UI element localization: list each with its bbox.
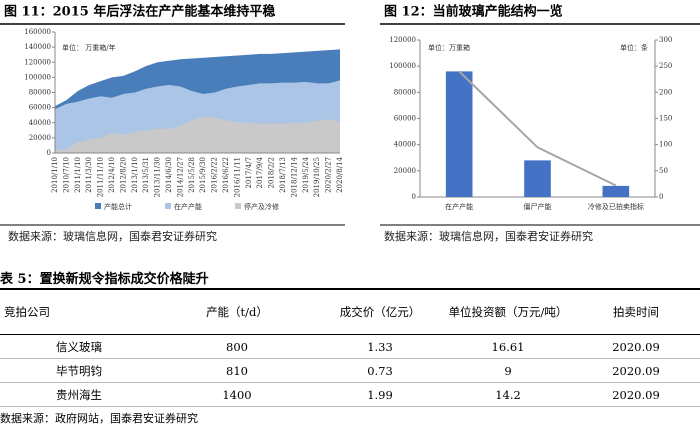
unit-label: 单位：条: [620, 43, 648, 52]
y-tick-label: 20000: [29, 134, 51, 142]
y-tick-label: 250: [659, 62, 672, 70]
x-tick-label: 2019/5/24: [302, 156, 310, 192]
x-tick-label: 2017/4/7: [245, 157, 253, 188]
x-tick-label: 2013/5/31: [142, 157, 150, 193]
table: 竞拍公司 产能（t/d） 成交价（亿元） 单位投资额（万元/吨） 拍卖时间 信义玻璃 800…: [0, 288, 700, 407]
table-row: 贵州海生 1400 1.99 14.2 2020.09: [0, 382, 700, 407]
bar: [524, 160, 551, 197]
table-cell: 贵州海生: [0, 382, 158, 407]
x-tick-label: 2012/4/10: [108, 157, 116, 193]
table-cell: 1.99: [316, 382, 444, 407]
x-tick-label: 2011/11/10: [97, 157, 105, 197]
column-header: 成交价（亿元）: [316, 289, 444, 335]
y-tick-label: 60000: [394, 115, 416, 123]
unit-label: 单位： 万重箱/年: [62, 43, 116, 52]
chart-title: 图 12：当前玻璃产能结构一览: [384, 4, 563, 20]
table-row: 毕节明钧 810 0.73 9 2020.09: [0, 358, 700, 383]
x-tick-label: 2019/10/25: [313, 157, 321, 197]
x-tick-label: 2015/5/28: [188, 157, 196, 193]
chart-title: 图 11：2015 年后浮法在产产能基本维持平稳: [4, 4, 275, 20]
table-cell: 毕节明钧: [0, 358, 158, 383]
y-tick-label: 0: [659, 193, 663, 201]
legend-swatch: [235, 203, 241, 209]
line: [458, 70, 617, 187]
y-tick-label: 100000: [24, 73, 51, 81]
x-tick-label: 2014/12/27: [176, 157, 184, 197]
y-tick-label: 160000: [24, 28, 51, 36]
x-tick-label: 僵尸产能: [524, 202, 552, 211]
y-tick-label: 80000: [394, 88, 416, 96]
bar: [445, 71, 473, 197]
y-tick-label: 20000: [394, 167, 416, 175]
source: 数据来源：玻璃信息网，国泰君安证券研究: [8, 229, 217, 243]
y-tick-label: 0: [47, 149, 51, 157]
legend-label: 产能总计: [104, 202, 132, 211]
y-tick-label: 120000: [389, 36, 416, 44]
y-tick-label: 100000: [389, 62, 416, 70]
x-tick-label: 2014/6/30: [165, 157, 173, 193]
x-tick-label: 在产产能: [445, 202, 473, 211]
source: 数据来源：玻璃信息网，国泰君安证券研究: [384, 229, 593, 243]
table-title: 表 5：置换新规令指标成交价格陡升: [0, 272, 209, 287]
column-header: 竞拍公司: [0, 289, 158, 335]
table-cell: 16.61: [444, 334, 572, 359]
x-tick-label: 2011/1/10: [74, 157, 82, 193]
y-tick-label: 40000: [394, 141, 416, 149]
y-tick-label: 200: [659, 88, 672, 96]
table-row: 信义玻璃 800 1.33 16.61 2020.09: [0, 334, 700, 359]
table-cell: 810: [158, 358, 316, 383]
table-cell: 1400: [158, 382, 316, 407]
table-cell: 信义玻璃: [0, 334, 158, 359]
y-tick-label: 40000: [29, 119, 51, 127]
y-tick-label: 50: [659, 167, 668, 175]
x-tick-label: 2016/2/22: [211, 157, 219, 193]
area: [55, 116, 340, 153]
x-tick-label: 2010/1/10: [51, 157, 59, 193]
bar: [602, 185, 630, 197]
x-tick-label: 2018/7/13: [279, 157, 287, 193]
x-tick-label: 2017/9/4: [256, 156, 264, 188]
table-cell: 0.73: [316, 358, 444, 383]
table-cell: 800: [158, 334, 316, 359]
y-tick-label: 150: [659, 115, 672, 123]
legend-label: 停产及冷修: [244, 202, 279, 211]
x-tick-label: 2010/7/10: [62, 157, 70, 193]
table-block: 表 5：置换新规令指标成交价格陡升 竞拍公司 产能（t/d） 成交价（亿元） 单位投资…: [0, 268, 700, 426]
table-cell: 2020.09: [572, 382, 700, 407]
x-tick-label: 冷修及已拍卖指标: [588, 202, 644, 211]
x-tick-label: 2020/2/27: [325, 157, 333, 193]
y-tick-label: 0: [412, 193, 416, 201]
column-header: 产能（t/d）: [158, 289, 316, 335]
x-tick-label: 2013/1/10: [131, 157, 139, 193]
legend-swatch: [165, 203, 171, 209]
x-tick-label: 2012/8/20: [119, 157, 127, 193]
column-header: 拍卖时间: [572, 289, 700, 335]
x-tick-label: 2016/11/11: [233, 157, 241, 197]
unit-label: 单位：万重箱: [428, 43, 470, 52]
column-header: 单位投资额（万元/吨）: [444, 289, 572, 335]
y-tick-label: 140000: [24, 43, 51, 51]
table-cell: 2020.09: [572, 334, 700, 359]
x-tick-label: 2016/6/22: [222, 157, 230, 193]
x-tick-label: 2018/12/14: [290, 156, 298, 197]
x-tick-label: 2011/3/30: [85, 157, 93, 193]
table-cell: 2020.09: [572, 358, 700, 383]
y-tick-label: 300: [659, 36, 672, 44]
source: 数据来源：政府网站，国泰君安证券研究: [0, 412, 198, 425]
y-tick-label: 120000: [24, 58, 51, 66]
x-tick-label: 2018/2/2: [268, 157, 276, 188]
x-tick-label: 2020/8/14: [336, 156, 344, 192]
legend-label: 在产产能: [174, 202, 202, 211]
charts: 图 11：2015 年后浮法在产产能基本维持平稳 单位： 万重箱/年 数据来源：…: [0, 4, 700, 243]
table-cell: 14.2: [444, 382, 572, 407]
y-tick-label: 60000: [29, 104, 51, 112]
table-cell: 1.33: [316, 334, 444, 359]
table-cell: 9: [444, 358, 572, 383]
y-tick-label: 100: [659, 141, 672, 149]
x-tick-label: 2013/11/30: [154, 157, 162, 197]
y-tick-label: 80000: [29, 89, 51, 97]
legend-swatch: [95, 203, 101, 209]
x-tick-label: 2015/9/30: [199, 157, 207, 193]
